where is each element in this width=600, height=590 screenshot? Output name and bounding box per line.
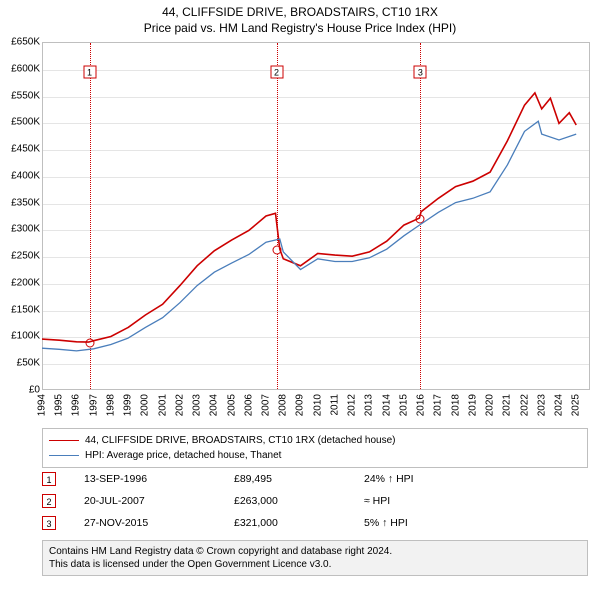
transaction-date: 27-NOV-2015 (84, 517, 234, 529)
y-tick-label: £300K (0, 224, 40, 235)
y-tick-label: £550K (0, 90, 40, 101)
transactions-table: 1 13-SEP-1996£89,49524% ↑ HPI 2 20-JUL-2007… (42, 468, 588, 534)
transaction-delta: ≈ HPI (364, 495, 390, 507)
transaction-price: £321,000 (234, 517, 364, 529)
transaction-marker: 3 (42, 516, 56, 530)
x-tick-label: 2020 (485, 394, 496, 416)
y-tick-label: £600K (0, 63, 40, 74)
x-tick-label: 2013 (364, 394, 375, 416)
y-tick-label: £0 (0, 385, 40, 396)
x-tick-label: 2014 (381, 394, 392, 416)
transaction-marker: 2 (42, 494, 56, 508)
transaction-row: 3 27-NOV-2015£321,0005% ↑ HPI (42, 512, 588, 534)
y-tick-label: £500K (0, 117, 40, 128)
x-tick-label: 2002 (174, 394, 185, 416)
legend-label: 44, CLIFFSIDE DRIVE, BROADSTAIRS, CT10 1… (85, 435, 395, 446)
y-tick-label: £100K (0, 331, 40, 342)
x-tick-label: 2024 (553, 394, 564, 416)
x-tick-label: 2004 (209, 394, 220, 416)
y-tick-label: £250K (0, 251, 40, 262)
x-tick-label: 2003 (192, 394, 203, 416)
legend-item: HPI: Average price, detached house, Than… (49, 448, 581, 463)
transaction-price: £89,495 (234, 473, 364, 485)
y-tick-label: £650K (0, 37, 40, 48)
price-chart: 123 (42, 42, 590, 390)
x-tick-label: 1999 (123, 394, 134, 416)
x-tick-label: 2005 (226, 394, 237, 416)
x-tick-label: 2001 (157, 394, 168, 416)
title-line2: Price paid vs. HM Land Registry's House … (0, 20, 600, 36)
x-tick-label: 2025 (571, 394, 582, 416)
x-tick-label: 2010 (312, 394, 323, 416)
x-tick-label: 1996 (71, 394, 82, 416)
footer-line1: Contains HM Land Registry data © Crown c… (49, 545, 581, 558)
x-tick-label: 2016 (416, 394, 427, 416)
legend-swatch (49, 440, 79, 441)
transaction-date: 13-SEP-1996 (84, 473, 234, 485)
x-tick-label: 2021 (502, 394, 513, 416)
x-tick-label: 2009 (295, 394, 306, 416)
footer-attribution: Contains HM Land Registry data © Crown c… (42, 540, 588, 576)
legend: 44, CLIFFSIDE DRIVE, BROADSTAIRS, CT10 1… (42, 428, 588, 468)
transaction-price: £263,000 (234, 495, 364, 507)
series-hpi (42, 121, 576, 351)
x-tick-label: 1995 (54, 394, 65, 416)
y-tick-label: £50K (0, 358, 40, 369)
transaction-delta: 24% ↑ HPI (364, 473, 414, 485)
transaction-marker: 1 (42, 472, 56, 486)
x-tick-label: 2022 (519, 394, 530, 416)
legend-label: HPI: Average price, detached house, Than… (85, 450, 281, 461)
footer-line2: This data is licensed under the Open Gov… (49, 558, 581, 571)
x-tick-label: 2000 (140, 394, 151, 416)
x-tick-label: 2007 (261, 394, 272, 416)
transaction-delta: 5% ↑ HPI (364, 517, 408, 529)
y-tick-label: £450K (0, 144, 40, 155)
transaction-date: 20-JUL-2007 (84, 495, 234, 507)
y-tick-label: £400K (0, 170, 40, 181)
series-property (42, 93, 576, 342)
x-tick-label: 1997 (88, 394, 99, 416)
legend-item: 44, CLIFFSIDE DRIVE, BROADSTAIRS, CT10 1… (49, 433, 581, 448)
x-tick-label: 2008 (278, 394, 289, 416)
x-tick-label: 1998 (105, 394, 116, 416)
transaction-row: 1 13-SEP-1996£89,49524% ↑ HPI (42, 468, 588, 490)
transaction-row: 2 20-JUL-2007£263,000≈ HPI (42, 490, 588, 512)
title-line1: 44, CLIFFSIDE DRIVE, BROADSTAIRS, CT10 1… (0, 4, 600, 20)
x-tick-label: 2011 (329, 394, 340, 416)
x-tick-label: 2018 (450, 394, 461, 416)
y-tick-label: £200K (0, 277, 40, 288)
x-tick-label: 2023 (536, 394, 547, 416)
x-tick-label: 2012 (347, 394, 358, 416)
x-tick-label: 2017 (433, 394, 444, 416)
x-tick-label: 2019 (467, 394, 478, 416)
y-tick-label: £150K (0, 304, 40, 315)
x-tick-label: 2006 (243, 394, 254, 416)
x-tick-label: 1994 (37, 394, 48, 416)
y-tick-label: £350K (0, 197, 40, 208)
legend-swatch (49, 455, 79, 456)
x-tick-label: 2015 (398, 394, 409, 416)
